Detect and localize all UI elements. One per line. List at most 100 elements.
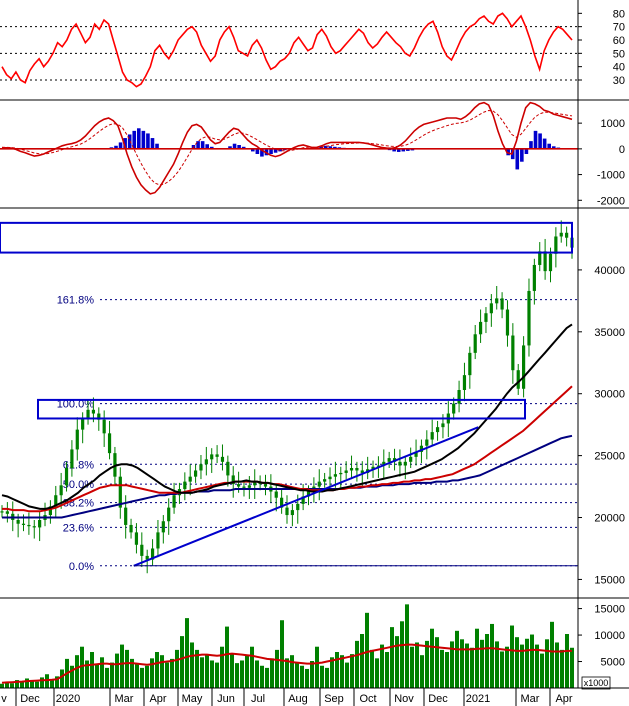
volume-bar — [400, 621, 404, 688]
macd-histogram-bar — [542, 138, 547, 149]
volume-bar — [350, 654, 354, 688]
price-candle-body — [107, 433, 112, 454]
volume-bar — [335, 652, 339, 688]
x-axis-label: Dec — [20, 693, 40, 705]
price-candle-body — [489, 303, 493, 314]
volume-bar — [220, 646, 224, 688]
price-candle-body — [81, 418, 85, 430]
volume-bar — [390, 627, 394, 688]
volume-bar — [475, 628, 479, 688]
volume-moving-average — [1, 643, 572, 684]
volume-bar — [360, 634, 364, 688]
macd-panel: 1000 0 -1000 -2000 — [0, 100, 629, 209]
x-axis-label: Dec — [428, 693, 448, 705]
price-panel: 161.8%100.0%61.8%50.0%38.2%23.6%0.0%4000… — [0, 207, 629, 599]
macd-histogram-bar — [241, 146, 246, 149]
volume-bar — [315, 646, 319, 688]
price-candle-body — [134, 532, 139, 545]
volume-bar — [290, 655, 294, 688]
volume-bar — [30, 680, 34, 688]
volume-bar — [25, 678, 29, 688]
price-tick-label: 40000 — [594, 265, 625, 277]
price-candle-body — [554, 236, 558, 254]
volume-bar — [90, 652, 94, 688]
volume-bar — [445, 652, 449, 688]
volume-bar — [95, 664, 99, 688]
fib-level-label: 23.6% — [63, 522, 94, 534]
rsi-line — [1, 12, 573, 88]
volume-bar — [545, 639, 549, 688]
price-candle-body — [231, 475, 235, 485]
macd-histogram-bar — [209, 146, 214, 149]
volume-bar — [205, 654, 209, 688]
macd-histogram-bar — [155, 143, 159, 149]
price-candle-body — [32, 526, 36, 528]
rsi-tick-label: 60 — [613, 35, 625, 47]
price-candle-body — [565, 232, 569, 238]
x-axis-label: May — [182, 693, 203, 705]
price-candle-body — [21, 523, 26, 525]
volume-tick-label: 5000 — [601, 657, 625, 669]
volume-bar — [340, 655, 344, 688]
volume-bar — [490, 623, 494, 688]
volume-tick-label: 10000 — [594, 630, 625, 642]
volume-bar — [320, 665, 324, 688]
price-candle-body — [306, 491, 311, 497]
price-candle-body — [462, 375, 467, 390]
macd-histogram-bar — [141, 130, 146, 149]
volume-bar — [435, 637, 439, 688]
price-candle-body — [290, 510, 294, 516]
macd-histogram-bar — [205, 144, 209, 149]
macd-histogram-bar — [547, 143, 551, 149]
volume-bar — [245, 655, 249, 688]
price-candle-body — [371, 466, 375, 470]
volume-bar — [530, 634, 534, 688]
macd-histogram-bar — [123, 138, 127, 149]
price-candle-body — [86, 409, 90, 419]
moving-average-long — [2, 434, 573, 519]
price-candle-body — [124, 507, 128, 525]
price-candle-body — [484, 313, 488, 322]
price-candle-body — [167, 507, 171, 522]
volume-bar — [520, 644, 524, 688]
price-candle-body — [516, 370, 520, 389]
volume-bar — [40, 677, 44, 688]
price-candle-body — [280, 497, 284, 508]
price-candle-body — [382, 461, 386, 466]
moving-average-mid — [2, 385, 573, 513]
price-candle-body — [75, 429, 79, 450]
volume-tick-label: 15000 — [594, 604, 625, 616]
volume-bar — [470, 647, 474, 688]
x-axis-label: Apr — [149, 693, 166, 705]
price-candle-body — [274, 491, 278, 498]
price-candle-body — [522, 345, 526, 389]
price-candle-body — [500, 298, 504, 310]
volume-bar — [285, 658, 289, 688]
volume-bar — [160, 655, 164, 688]
price-candle-body — [210, 454, 214, 460]
price-candle-body — [543, 251, 547, 272]
price-candle-body — [468, 352, 472, 376]
macd-histogram-bar — [150, 138, 155, 149]
volume-bar — [120, 644, 124, 688]
macd-histogram-bar — [278, 148, 282, 152]
price-candle-body — [220, 456, 225, 462]
volume-unit-box — [581, 676, 611, 690]
price-candle-body — [199, 464, 203, 471]
volume-bar — [275, 649, 279, 688]
rsi-tick-label: 30 — [613, 75, 625, 87]
x-axis-label: Aug — [288, 693, 308, 705]
volume-bar — [300, 665, 304, 688]
moving-average-short — [1, 323, 573, 510]
rsi-tick-label: 50 — [613, 48, 625, 60]
x-axis-label: Jul — [251, 693, 265, 705]
volume-bar — [420, 655, 424, 688]
macd-histogram-bar — [114, 145, 118, 149]
volume-bar — [155, 652, 159, 688]
volume-bar — [450, 641, 454, 688]
volume-bar — [50, 680, 54, 688]
macd-histogram-bar — [510, 148, 515, 160]
volume-bar — [500, 651, 504, 688]
price-candle-body — [54, 495, 58, 507]
macd-histogram-bar — [200, 141, 205, 149]
